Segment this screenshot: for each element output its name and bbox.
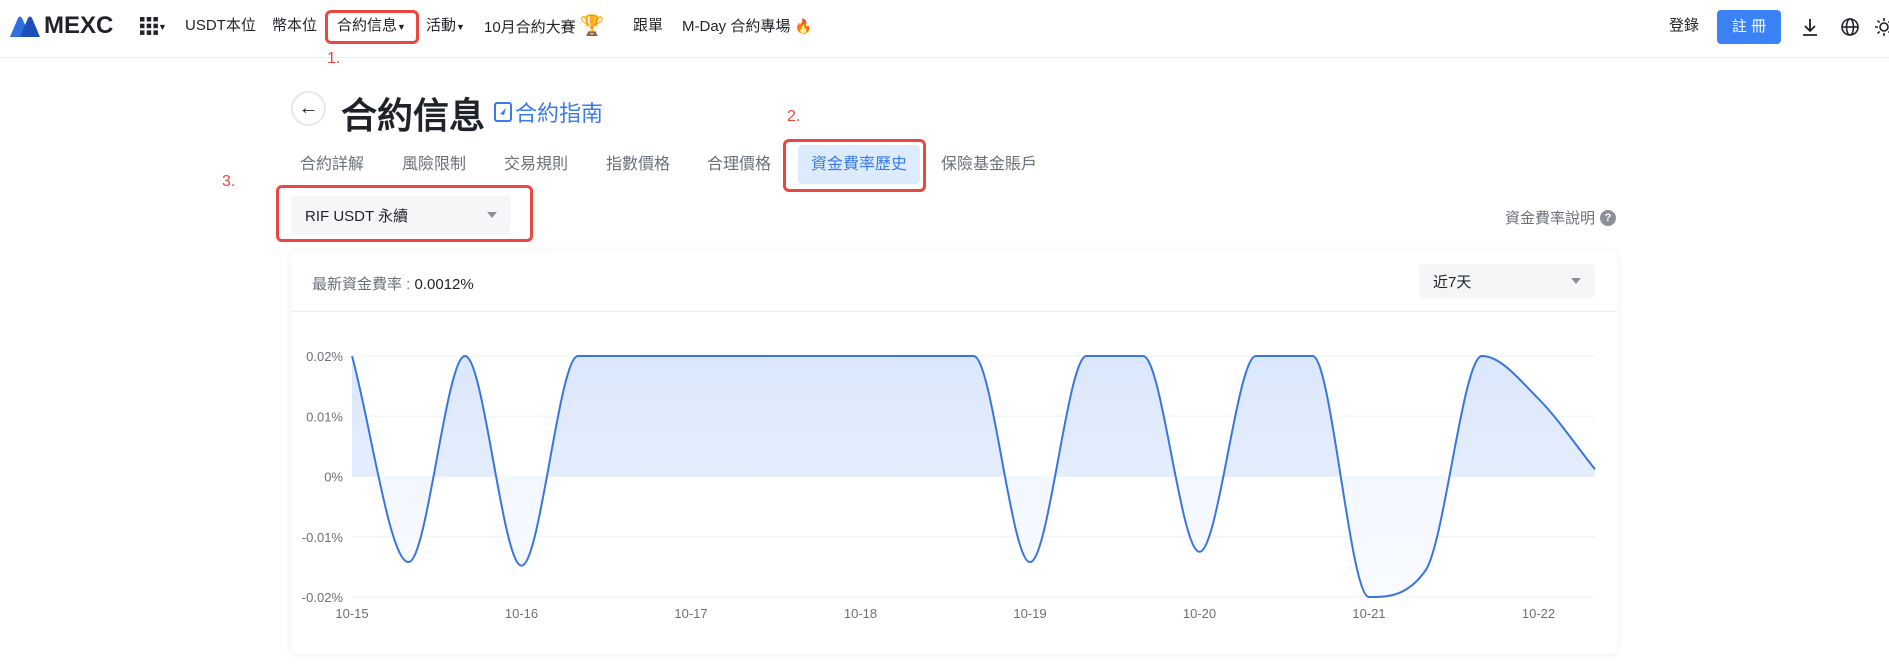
nav-coin-margin[interactable]: 幣本位 [272, 17, 318, 34]
annotation-label-2: 2. [787, 108, 801, 125]
tab-funding-rate-history[interactable]: 資金費率歷史 [798, 145, 921, 184]
globe-icon[interactable] [1840, 17, 1860, 37]
y-tick-label: 0.01% [306, 409, 343, 424]
annotation-box-1 [325, 10, 419, 44]
x-tick-label: 10-21 [1352, 606, 1385, 621]
back-button[interactable]: ← [291, 91, 326, 126]
tab-trading-rules[interactable]: 交易規則 [504, 156, 569, 173]
login-link[interactable]: 登錄 [1669, 17, 1700, 34]
latest-rate-label: 最新資金費率 : [312, 276, 415, 293]
y-tick-label: -0.01% [302, 530, 344, 545]
top-nav: MEXC ▼ USDT本位 幣本位 合約信息▼ 活動▼ 10月合約大賽 🏆 跟單… [0, 0, 1889, 58]
tab-insurance-fund[interactable]: 保險基金賬戶 [941, 156, 1038, 173]
annotation-label-1: 1. [327, 50, 341, 67]
contract-select-value: RIF USDT 永續 [305, 207, 409, 225]
nav-label: M-Day 合約專場 [682, 18, 791, 35]
x-tick-label: 10-15 [335, 606, 368, 621]
theme-sun-icon[interactable] [1874, 17, 1889, 37]
arrow-left-icon: ← [298, 97, 319, 119]
logo-text: MEXC [44, 12, 114, 39]
x-tick-label: 10-19 [1013, 606, 1046, 621]
fire-icon: 🔥 [794, 18, 812, 34]
funding-help-text: 資金費率說明 [1505, 210, 1596, 227]
guide-book-icon [494, 102, 512, 122]
mexc-logo-icon [10, 16, 40, 37]
caret-down-icon [1571, 278, 1581, 284]
page-title: 合約信息 [341, 95, 486, 136]
period-select[interactable]: 近7天 [1419, 264, 1595, 298]
latest-rate-value: 0.0012% [414, 276, 474, 293]
funding-rate-chart: 0.02% 0.01% 0% -0.01% -0.02%10-15 10-16 10-17 1… [302, 349, 1596, 621]
y-tick-label: -0.02% [302, 590, 344, 605]
nav-contract-info[interactable]: 合約信息▼ [337, 0, 406, 58]
y-tick-label: 0.02% [306, 349, 343, 364]
caret-down-icon: ▼ [397, 22, 406, 32]
register-button[interactable]: 註 冊 [1717, 10, 1781, 44]
nav-label: 10月合約大賽 [484, 19, 576, 36]
divider [291, 311, 1617, 312]
nav-october-contest[interactable]: 10月合約大賽 🏆 [484, 0, 605, 58]
caret-down-icon: ▼ [158, 22, 167, 32]
nav-label: 活動 [426, 17, 457, 34]
nav-activities[interactable]: 活動▼ [426, 0, 465, 58]
x-tick-label: 10-16 [505, 606, 538, 621]
grid-icon [140, 17, 158, 35]
x-tick-label: 10-22 [1522, 606, 1555, 621]
contract-guide-link[interactable]: 合約指南 [494, 96, 603, 128]
latest-rate: 最新資金費率 : 0.0012% [312, 273, 474, 294]
area-fill-positive [352, 356, 1595, 477]
x-tick-label: 10-20 [1183, 606, 1216, 621]
nav-label: 合約信息 [337, 17, 398, 34]
download-icon[interactable] [1800, 17, 1820, 37]
funding-rate-line [351, 354, 1596, 599]
caret-down-icon: ▼ [456, 22, 465, 32]
trophy-icon: 🏆 [579, 15, 605, 37]
help-icon: ? [1600, 209, 1617, 226]
apps-menu-button[interactable]: ▼ [140, 0, 167, 58]
annotation-box-2 [783, 139, 926, 192]
annotation-box-3 [276, 185, 533, 242]
tab-risk-limits[interactable]: 風險限制 [402, 156, 467, 173]
nav-usdt-margin[interactable]: USDT本位 [185, 17, 256, 34]
annotation-label-3: 3. [222, 173, 236, 190]
funding-rate-help-link[interactable]: 資金費率說明 ? [1505, 207, 1617, 228]
nav-mday[interactable]: M-Day 合約專場 🔥 [682, 0, 812, 58]
period-select-value: 近7天 [1433, 273, 1472, 291]
caret-down-icon [487, 212, 497, 218]
x-tick-label: 10-17 [674, 606, 707, 621]
y-tick-label: 0% [324, 470, 343, 485]
nav-copy-trade[interactable]: 跟單 [633, 17, 664, 34]
tab-fair-price[interactable]: 合理價格 [707, 156, 772, 173]
tab-index-price[interactable]: 指數價格 [606, 156, 671, 173]
guide-link-text: 合約指南 [515, 101, 604, 126]
x-tick-label: 10-18 [844, 606, 877, 621]
mexc-logo[interactable]: MEXC [10, 12, 113, 40]
tab-contract-details[interactable]: 合約詳解 [300, 156, 365, 173]
contract-select[interactable]: RIF USDT 永續 [291, 196, 511, 234]
